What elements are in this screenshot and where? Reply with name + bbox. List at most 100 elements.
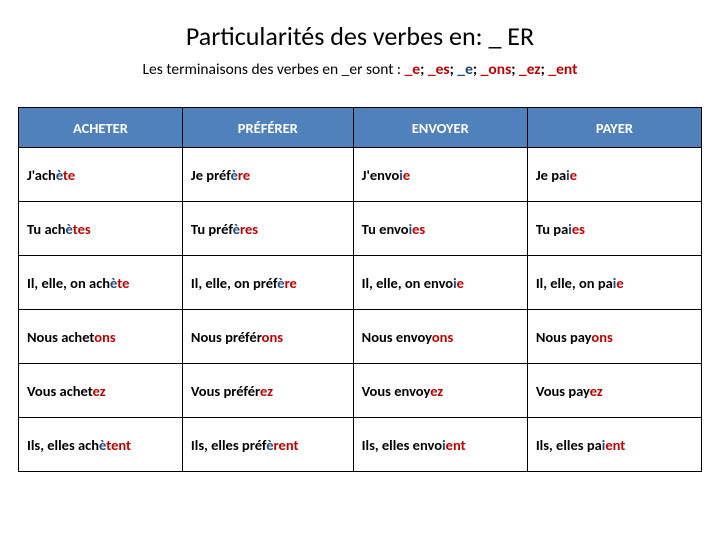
- cell-mid: è: [231, 166, 238, 184]
- cell-ending: e: [570, 166, 577, 184]
- conjugation-table: ACHETER PRÉFÉRER ENVOYER PAYER J'achèteJ…: [18, 107, 702, 472]
- cell-stem: Il, elle, on pa: [536, 274, 613, 292]
- cell-stem: Nous achet: [27, 328, 94, 346]
- cell-ending: e: [457, 274, 464, 292]
- cell-ending: re: [238, 166, 250, 184]
- table-cell: Ils, elles paient: [527, 418, 701, 472]
- cell-ending: ons: [591, 328, 612, 346]
- cell-mid: è: [56, 166, 63, 184]
- cell-stem: Je pa: [536, 166, 566, 184]
- table-cell: Vous préférez: [182, 364, 353, 418]
- table-row: Nous achetonsNous préféronsNous envoyons…: [19, 310, 702, 364]
- header-acheter: ACHETER: [19, 108, 183, 148]
- table-row: Vous achetezVous préférezVous envoyezVou…: [19, 364, 702, 418]
- ending-e2: _e: [457, 60, 473, 79]
- cell-ending: ons: [432, 328, 453, 346]
- cell-ending: e: [616, 274, 623, 292]
- table-cell: J'achète: [19, 148, 183, 202]
- sep: ;: [473, 60, 481, 79]
- cell-mid: è: [66, 220, 73, 238]
- table-cell: Tu envoies: [353, 202, 527, 256]
- cell-stem: Nous préfér: [191, 328, 262, 346]
- sep: ;: [511, 60, 519, 79]
- ending-ent: _ent: [548, 60, 577, 79]
- page-title: Particularités des verbes en: _ ER: [18, 20, 702, 52]
- ending-e: _e: [405, 60, 421, 79]
- cell-stem: Ils, elles préf: [191, 436, 266, 454]
- table-row: Il, elle, on achèteIl, elle, on préfèreI…: [19, 256, 702, 310]
- cell-mid: è: [233, 220, 240, 238]
- cell-stem: Vous préfér: [191, 382, 260, 400]
- cell-stem: Tu pa: [536, 220, 568, 238]
- table-cell: Ils, elles préfèrent: [182, 418, 353, 472]
- cell-stem: Vous pay: [536, 382, 590, 400]
- table-header-row: ACHETER PRÉFÉRER ENVOYER PAYER: [19, 108, 702, 148]
- table-cell: J'envoie: [353, 148, 527, 202]
- cell-ending: tes: [73, 220, 91, 238]
- header-payer: PAYER: [527, 108, 701, 148]
- cell-ending: ez: [430, 382, 443, 400]
- cell-stem: Il, elle, on préf: [191, 274, 277, 292]
- table-cell: Vous payez: [527, 364, 701, 418]
- table-cell: Vous achetez: [19, 364, 183, 418]
- cell-ending: res: [240, 220, 258, 238]
- cell-ending: e: [403, 166, 410, 184]
- cell-ending: tent: [106, 436, 131, 454]
- table-cell: Tu paies: [527, 202, 701, 256]
- table-cell: Il, elle, on envoie: [353, 256, 527, 310]
- slide: Particularités des verbes en: _ ER Les t…: [0, 0, 720, 540]
- table-cell: Il, elle, on préfère: [182, 256, 353, 310]
- table-row: Tu achètesTu préfèresTu envoiesTu paies: [19, 202, 702, 256]
- ending-es: _es: [428, 60, 450, 79]
- subtitle-lead: Les terminaisons des verbes en _er sont …: [143, 60, 405, 79]
- table-cell: Il, elle, on achète: [19, 256, 183, 310]
- cell-stem: Nous envoy: [362, 328, 432, 346]
- cell-ending: te: [117, 274, 129, 292]
- table-cell: Vous envoyez: [353, 364, 527, 418]
- cell-ending: ons: [262, 328, 283, 346]
- cell-stem: Il, elle, on envo: [362, 274, 453, 292]
- cell-ending: ent: [446, 436, 466, 454]
- cell-ending: te: [63, 166, 75, 184]
- cell-stem: Il, elle, on ach: [27, 274, 110, 292]
- cell-stem: Ils, elles envo: [362, 436, 442, 454]
- table-cell: Nous achetons: [19, 310, 183, 364]
- ending-ez: _ez: [519, 60, 541, 79]
- cell-stem: Nous pay: [536, 328, 592, 346]
- cell-stem: Ils, elles pa: [536, 436, 602, 454]
- subtitle: Les terminaisons des verbes en _er sont …: [18, 60, 702, 79]
- table-cell: Je paie: [527, 148, 701, 202]
- cell-ending: es: [572, 220, 585, 238]
- table-cell: Nous payons: [527, 310, 701, 364]
- table-cell: Tu achètes: [19, 202, 183, 256]
- cell-stem: Vous envoy: [362, 382, 431, 400]
- cell-ending: re: [285, 274, 297, 292]
- sep: ;: [420, 60, 428, 79]
- ending-ons: _ons: [481, 60, 512, 79]
- table-cell: Nous envoyons: [353, 310, 527, 364]
- table-cell: Je préfère: [182, 148, 353, 202]
- header-envoyer: ENVOYER: [353, 108, 527, 148]
- table-cell: Il, elle, on paie: [527, 256, 701, 310]
- table-cell: Ils, elles achètent: [19, 418, 183, 472]
- cell-stem: Tu envo: [362, 220, 409, 238]
- table-body: J'achèteJe préfèreJ'envoieJe paieTu achè…: [19, 148, 702, 472]
- cell-ending: ez: [93, 382, 106, 400]
- header-preferer: PRÉFÉRER: [182, 108, 353, 148]
- table-row: Ils, elles achètentIls, elles préfèrentI…: [19, 418, 702, 472]
- cell-ending: ez: [590, 382, 603, 400]
- cell-stem: Tu ach: [27, 220, 66, 238]
- cell-ending: rent: [274, 436, 299, 454]
- table-cell: Tu préfères: [182, 202, 353, 256]
- cell-ending: ez: [260, 382, 273, 400]
- table-cell: Ils, elles envoient: [353, 418, 527, 472]
- cell-stem: J'envo: [362, 166, 400, 184]
- cell-mid: è: [277, 274, 284, 292]
- cell-stem: Vous achet: [27, 382, 93, 400]
- cell-stem: J'ach: [27, 166, 56, 184]
- cell-ending: ent: [605, 436, 625, 454]
- cell-stem: Ils, elles ach: [27, 436, 99, 454]
- cell-stem: Je préf: [191, 166, 231, 184]
- cell-mid: è: [266, 436, 273, 454]
- table-row: J'achèteJe préfèreJ'envoieJe paie: [19, 148, 702, 202]
